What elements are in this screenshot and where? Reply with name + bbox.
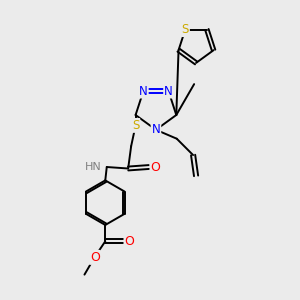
Text: N: N (152, 123, 160, 136)
Text: N: N (164, 85, 173, 98)
Text: O: O (125, 235, 135, 248)
Text: S: S (182, 23, 189, 36)
Text: O: O (90, 251, 100, 264)
Text: N: N (139, 85, 148, 98)
Text: HN: HN (85, 162, 101, 172)
Text: O: O (151, 160, 160, 173)
Text: S: S (132, 119, 139, 132)
